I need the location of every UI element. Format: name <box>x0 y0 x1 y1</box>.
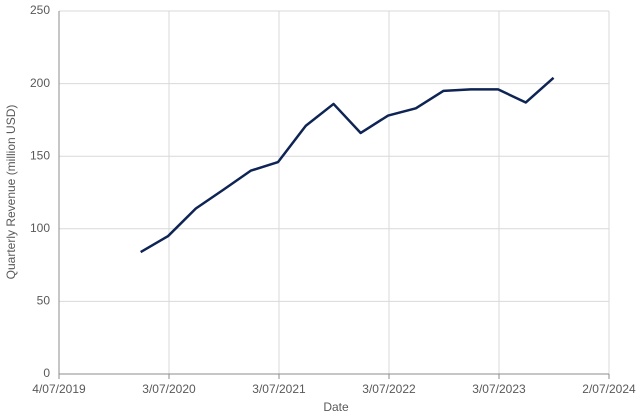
y-tick-label: 250 <box>30 3 50 17</box>
y-tick-label: 0 <box>43 366 50 380</box>
y-tick-label: 100 <box>30 221 50 235</box>
x-tick-label: 3/07/2020 <box>142 382 196 396</box>
y-axis-label: Quarterly Revenue (million USD) <box>4 105 18 280</box>
y-tick-label: 50 <box>37 294 51 308</box>
x-tick-label: 3/07/2022 <box>362 382 416 396</box>
x-tick-label: 2/07/2024 <box>582 382 636 396</box>
data-line <box>140 76 555 254</box>
y-tick-label: 150 <box>30 148 50 162</box>
y-tick-label: 200 <box>30 76 50 90</box>
x-tick-label: 3/07/2023 <box>472 382 526 396</box>
x-tick-label: 3/07/2021 <box>252 382 306 396</box>
x-tick-label: 4/07/2019 <box>32 382 86 396</box>
x-axis-label: Date <box>323 400 349 414</box>
